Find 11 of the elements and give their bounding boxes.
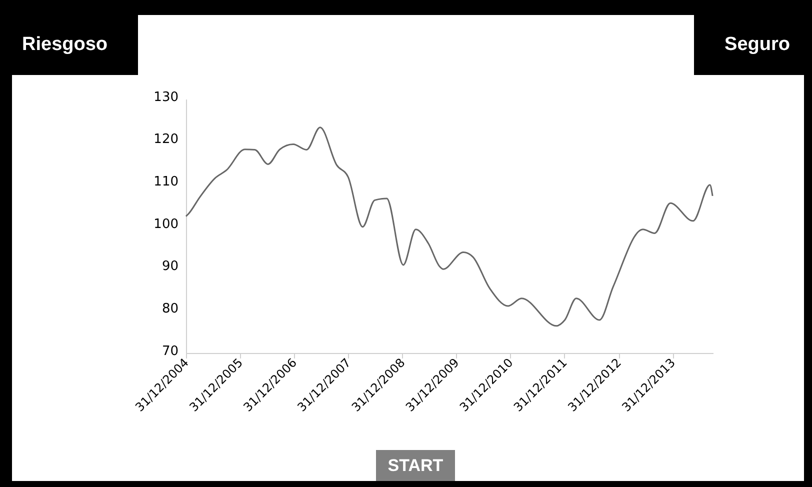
y-tick-label: 80 — [162, 302, 178, 317]
line-series — [185, 126, 714, 327]
text: START — [376, 450, 455, 481]
y-tick-label: 120 — [154, 132, 178, 148]
y-tick-label: 70 — [162, 344, 178, 359]
text: Riesgoso — [8, 15, 138, 75]
y-tick-label: 110 — [154, 174, 178, 190]
y-tick-label: 130 — [154, 90, 178, 105]
y-tick-label: 90 — [162, 259, 178, 274]
text: Seguro — [694, 15, 804, 75]
y-tick-label: 100 — [154, 216, 178, 232]
